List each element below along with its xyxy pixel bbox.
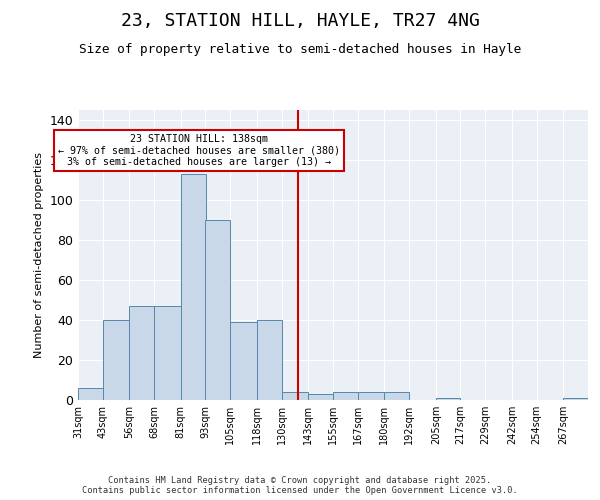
Bar (385, 392, 409, 400)
Bar (181, 174, 205, 400)
Bar (436, 398, 461, 400)
Bar (205, 220, 230, 400)
Bar (358, 392, 385, 400)
Text: 23, STATION HILL, HAYLE, TR27 4NG: 23, STATION HILL, HAYLE, TR27 4NG (121, 12, 479, 30)
Text: 23 STATION HILL: 138sqm
← 97% of semi-detached houses are smaller (380)
3% of se: 23 STATION HILL: 138sqm ← 97% of semi-de… (58, 134, 340, 167)
Bar (130, 306, 154, 400)
Bar (563, 398, 588, 400)
Bar (103, 320, 130, 400)
Bar (281, 392, 308, 400)
Text: Size of property relative to semi-detached houses in Hayle: Size of property relative to semi-detach… (79, 42, 521, 56)
Text: Contains HM Land Registry data © Crown copyright and database right 2025.
Contai: Contains HM Land Registry data © Crown c… (82, 476, 518, 495)
Bar (333, 392, 358, 400)
Y-axis label: Number of semi-detached properties: Number of semi-detached properties (34, 152, 44, 358)
Bar (78, 388, 103, 400)
Bar (257, 320, 281, 400)
Bar (308, 394, 333, 400)
Bar (154, 306, 181, 400)
Bar (230, 322, 257, 400)
